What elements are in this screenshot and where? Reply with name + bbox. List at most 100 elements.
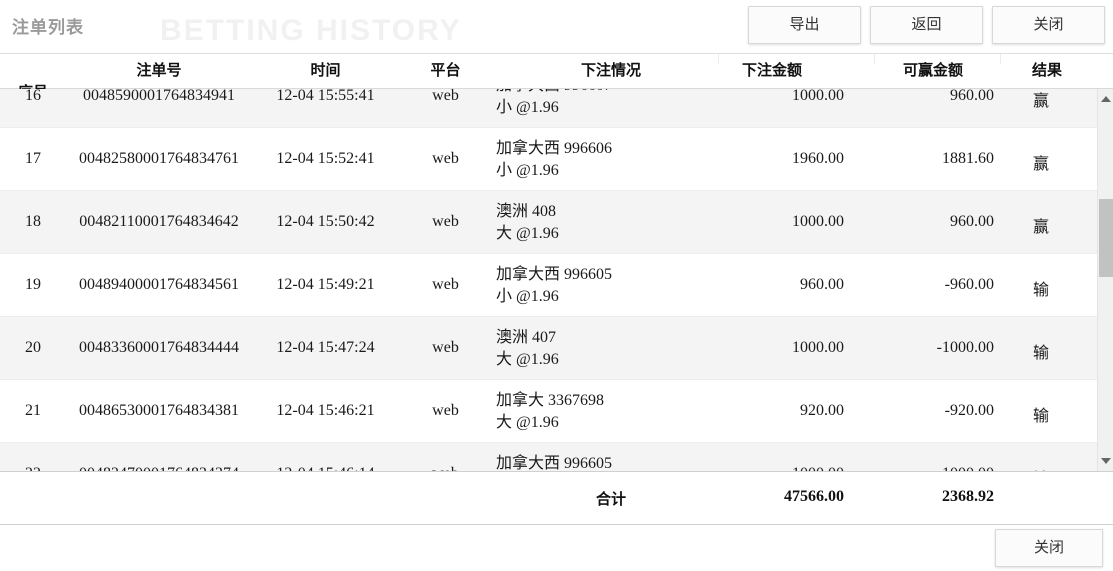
scrollbar-thumb[interactable] bbox=[1099, 199, 1113, 277]
cell-result: 赢 bbox=[1032, 93, 1049, 110]
cell-platform: web bbox=[432, 276, 459, 293]
column-header-result: 结果 bbox=[1031, 62, 1062, 79]
cell-bet-amount: 1000.00 bbox=[792, 213, 844, 230]
cell-bet-amount: 1960.00 bbox=[792, 150, 844, 167]
page-title: 注单列表 bbox=[12, 18, 84, 37]
column-header-bet-detail: 下注情况 bbox=[580, 62, 641, 79]
table-row[interactable]: 20 00483360001764834444 12-04 15:47:24 web 澳… bbox=[0, 317, 1097, 380]
bet-detail-event: 加拿大 3367698 bbox=[496, 392, 605, 409]
cell-bet-amount: 920.00 bbox=[800, 402, 844, 419]
cell-bet-no: 00482470001764834374 bbox=[66, 465, 252, 471]
cell-bet-no: 00482580001764834761 bbox=[79, 150, 239, 167]
export-button[interactable]: 导出 bbox=[748, 6, 861, 44]
cell-result: 赢 bbox=[1032, 219, 1049, 236]
cell-bet-detail: 加拿大 3367698 大 @1.96 bbox=[496, 390, 726, 434]
cell-result: 输 bbox=[1032, 345, 1049, 362]
bet-detail-event: 加拿大西 996607 bbox=[496, 89, 726, 97]
cell-index: 19 bbox=[25, 276, 41, 293]
cell-platform: web bbox=[399, 465, 492, 471]
cell-bet-detail: 加拿大西 996605 小 @1.96 bbox=[496, 264, 726, 308]
close-button-top[interactable]: 关闭 bbox=[992, 6, 1105, 44]
scroll-up-arrow-icon[interactable] bbox=[1098, 91, 1113, 107]
totals-bet-amount: 47566.00 bbox=[784, 488, 844, 505]
cell-index: 21 bbox=[25, 402, 41, 419]
bet-detail-selection: 小 @1.96 bbox=[496, 162, 559, 179]
cell-bet-no: 00483360001764834444 bbox=[79, 339, 239, 356]
cell-win-amount: 960.00 bbox=[950, 213, 994, 230]
bet-detail-event: 加拿大西 996606 bbox=[496, 140, 613, 157]
top-button-group: 导出 返回 关闭 bbox=[748, 6, 1105, 44]
table-header-row: 序号 注单号 时间 平台 下注情况 下注金额 可赢金额 结果 bbox=[0, 54, 1113, 101]
totals-row: 合计 47566.00 2368.92 bbox=[0, 471, 1113, 525]
bet-detail-event: 澳洲 408 bbox=[496, 203, 557, 220]
cell-index: 22 bbox=[0, 465, 66, 471]
header-separator bbox=[1000, 54, 1001, 64]
cell-index: 16 bbox=[25, 89, 41, 104]
cell-result: 输 bbox=[1032, 408, 1049, 425]
cell-bet-detail: 加拿大西 996607 小 @1.96 bbox=[496, 89, 726, 119]
cell-win-amount: -960.00 bbox=[944, 276, 994, 293]
close-button-bottom[interactable]: 关闭 bbox=[995, 529, 1103, 567]
table-rows-container: 16 0048590001764834941 12-04 15:55:41 web 加拿… bbox=[0, 89, 1097, 471]
bet-detail-selection: 小 @1.96 bbox=[496, 288, 559, 305]
totals-label: 合计 bbox=[595, 491, 626, 508]
cell-platform: web bbox=[432, 89, 459, 104]
column-header-win-amount: 可赢金额 bbox=[902, 62, 963, 79]
cell-time: 12-04 15:49:21 bbox=[276, 276, 375, 293]
header-separator bbox=[718, 54, 719, 64]
table-body-scroll-area[interactable]: 16 0048590001764834941 12-04 15:55:41 web 加拿… bbox=[0, 89, 1113, 471]
cell-index: 20 bbox=[25, 339, 41, 356]
cell-bet-detail: 澳洲 407 大 @1.96 bbox=[496, 327, 726, 371]
cell-bet-detail: 澳洲 408 大 @1.96 bbox=[496, 201, 726, 245]
vertical-scrollbar[interactable] bbox=[1097, 89, 1113, 471]
cell-time: 12-04 15:52:41 bbox=[276, 150, 375, 167]
cell-bet-amount: 960.00 bbox=[800, 276, 844, 293]
bet-detail-selection: 大 @1.96 bbox=[496, 225, 559, 242]
cell-win-amount: 960.00 bbox=[950, 89, 994, 104]
cell-time: 12-04 15:46:21 bbox=[276, 402, 375, 419]
cell-platform: web bbox=[432, 213, 459, 230]
table-row[interactable]: 21 00486530001764834381 12-04 15:46:21 web 加… bbox=[0, 380, 1097, 443]
table-row[interactable]: 17 00482580001764834761 12-04 15:52:41 web 加… bbox=[0, 128, 1097, 191]
cell-index: 18 bbox=[25, 213, 41, 230]
cell-time: 12-04 15:55:41 bbox=[276, 89, 375, 104]
cell-platform: web bbox=[432, 339, 459, 356]
cell-win-amount: -1000.00 bbox=[844, 465, 994, 471]
bet-detail-event: 加拿大西 996605 bbox=[496, 455, 613, 471]
bet-detail-selection: 大 @1.96 bbox=[496, 414, 559, 431]
cell-platform: web bbox=[432, 150, 459, 167]
cell-win-amount: -1000.00 bbox=[936, 339, 994, 356]
cell-time: 12-04 15:47:24 bbox=[276, 339, 375, 356]
cell-win-amount: 1881.60 bbox=[942, 150, 994, 167]
cell-win-amount: -920.00 bbox=[944, 402, 994, 419]
cell-platform: web bbox=[432, 402, 459, 419]
table-row[interactable]: 19 00489400001764834561 12-04 15:49:21 web 加… bbox=[0, 254, 1097, 317]
bet-detail-event: 加拿大西 996605 bbox=[496, 266, 613, 283]
cell-bet-amount: 1000.00 bbox=[792, 89, 844, 104]
column-header-bet-amount: 下注金额 bbox=[741, 62, 802, 79]
table-row[interactable]: 18 00482110001764834642 12-04 15:50:42 web 澳… bbox=[0, 191, 1097, 254]
top-bar: 注单列表 BETTING HISTORY 导出 返回 关闭 bbox=[0, 0, 1113, 54]
cell-time: 12-04 15:46:14 bbox=[252, 465, 399, 471]
bet-detail-event: 澳洲 407 bbox=[496, 329, 557, 346]
table-row[interactable]: 16 0048590001764834941 12-04 15:55:41 web 加拿… bbox=[0, 89, 1097, 128]
column-header-time: 时间 bbox=[310, 62, 341, 79]
watermark-text: BETTING HISTORY bbox=[160, 14, 462, 47]
cell-bet-no: 00482110001764834642 bbox=[79, 213, 239, 230]
cell-bet-amount: 1000.00 bbox=[700, 465, 844, 471]
cell-bet-detail: 加拿大西 996606 小 @1.96 bbox=[496, 138, 726, 182]
totals-win-amount: 2368.92 bbox=[942, 488, 994, 505]
header-separator bbox=[874, 54, 875, 64]
cell-bet-no: 00489400001764834561 bbox=[79, 276, 239, 293]
scroll-down-arrow-icon[interactable] bbox=[1098, 453, 1113, 469]
back-button[interactable]: 返回 bbox=[870, 6, 983, 44]
table-row[interactable]: 220048247000176483437412-04 15:46:14web 加… bbox=[0, 443, 1097, 471]
cell-result: 赢 bbox=[1032, 156, 1049, 173]
cell-result: 输 bbox=[1032, 282, 1049, 299]
cell-time: 12-04 15:50:42 bbox=[276, 213, 375, 230]
cell-bet-no: 00486530001764834381 bbox=[79, 402, 239, 419]
cell-index: 17 bbox=[25, 150, 41, 167]
column-header-bet-no: 注单号 bbox=[136, 62, 182, 79]
bottom-bar: 关闭 bbox=[0, 525, 1113, 571]
